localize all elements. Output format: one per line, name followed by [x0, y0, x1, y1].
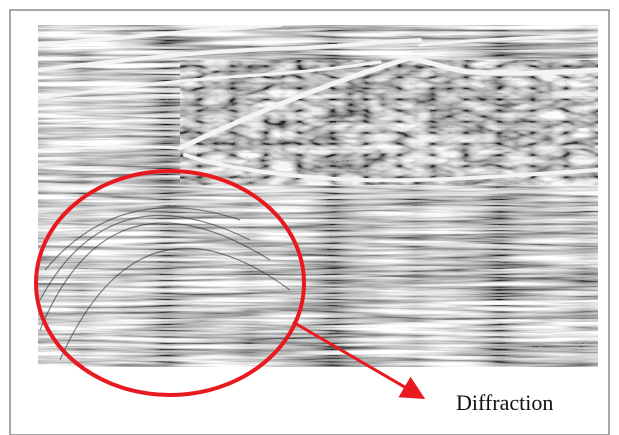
reflectors — [38, 25, 598, 214]
annotation-label: Diffraction — [456, 390, 553, 415]
highlight-ellipse — [34, 169, 306, 397]
arrow — [292, 320, 426, 400]
diffraction-arcs — [39, 207, 291, 361]
body-texture — [180, 60, 598, 185]
seismic-image — [38, 25, 598, 367]
